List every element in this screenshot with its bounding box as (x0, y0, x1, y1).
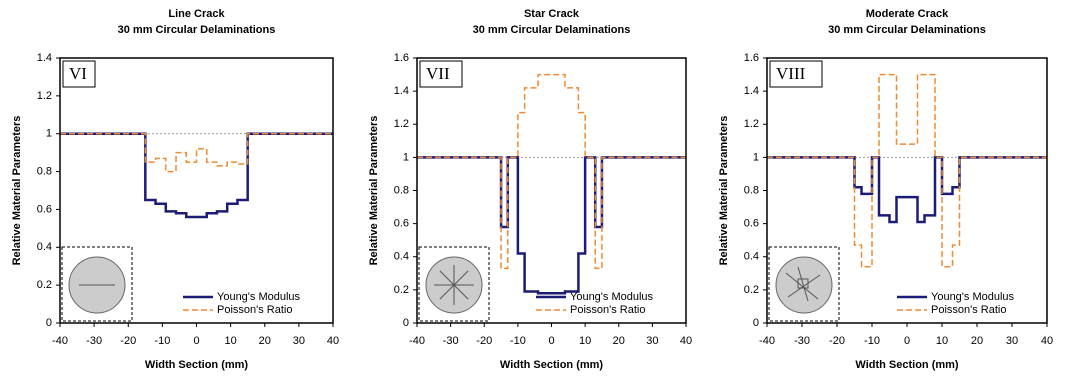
x-axis-label: Width Section (mm) (855, 359, 959, 371)
panel-annotation: VIII (776, 64, 806, 83)
x-tick-label: 20 (971, 335, 983, 347)
inset-crack (785, 272, 819, 300)
x-tick-label: -30 (443, 335, 459, 347)
y-axis-label: Relative Material Parameters (368, 116, 380, 266)
panel-annotation: VI (69, 64, 87, 83)
x-tick-label: -20 (120, 335, 136, 347)
x-tick-label: 10 (936, 335, 948, 347)
inset-crack (797, 278, 809, 289)
x-axis-label: Width Section (mm) (500, 359, 604, 371)
x-tick-label: 0 (193, 335, 199, 347)
y-tick-label: 0.4 (394, 251, 409, 263)
chart-subtitle: 30 mm Circular Delaminations (473, 24, 631, 36)
series-line (767, 73, 1047, 268)
legend-label: Young's Modulus (217, 291, 301, 303)
y-tick-label: 1.4 (37, 52, 52, 64)
series-line (60, 132, 333, 173)
x-tick-label: 30 (1006, 335, 1018, 347)
y-tick-label: 1 (403, 151, 409, 163)
y-tick-label: 0.6 (37, 203, 52, 215)
x-tick-label: 0 (904, 335, 910, 347)
x-tick-label: 10 (225, 335, 237, 347)
chart-panel: Moderate Crack 30 mm Circular Delaminatio… (718, 8, 1053, 371)
y-axis-label: Relative Material Parameters (11, 116, 23, 266)
chart-title: Line Crack (168, 8, 225, 20)
y-tick-label: 1.2 (744, 118, 759, 130)
x-tick-label: 40 (1041, 335, 1053, 347)
x-tick-label: 40 (680, 335, 692, 347)
x-tick-label: 20 (259, 335, 271, 347)
x-tick-label: 10 (579, 335, 591, 347)
y-tick-label: 1.4 (744, 85, 759, 97)
y-tick-label: 0.8 (394, 184, 409, 196)
inset-disc (775, 256, 833, 314)
y-tick-label: 0.8 (744, 184, 759, 196)
y-tick-label: 0.6 (744, 218, 759, 230)
y-tick-label: 0.2 (394, 284, 409, 296)
y-tick-label: 0 (753, 317, 759, 329)
plot-frame (766, 57, 1048, 324)
legend-label: Poisson's Ratio (931, 304, 1006, 316)
y-tick-label: 0 (46, 317, 52, 329)
y-tick-label: 1.2 (394, 118, 409, 130)
x-tick-label: -10 (154, 335, 170, 347)
x-axis-label: Width Section (mm) (145, 359, 249, 371)
annotation-box (62, 60, 96, 88)
x-tick-label: 30 (646, 335, 658, 347)
series-line (60, 132, 333, 219)
chart-panel: Star Crack 30 mm Circular Delaminations Wi… (368, 8, 692, 371)
chart-panel: Line Crack 30 mm Circular Delaminations Wi… (11, 8, 339, 371)
inset-crack (439, 270, 469, 300)
x-tick-label: 30 (293, 335, 305, 347)
x-tick-label: -20 (476, 335, 492, 347)
x-tick-label: -40 (409, 335, 425, 347)
x-tick-label: 0 (548, 335, 554, 347)
x-tick-label: -10 (510, 335, 526, 347)
series-line (417, 73, 686, 270)
legend-label: Poisson's Ratio (570, 304, 645, 316)
panel-annotation: VII (426, 64, 450, 83)
y-tick-label: 0.4 (744, 251, 759, 263)
plot-frame (59, 57, 334, 324)
chart-subtitle: 30 mm Circular Delaminations (828, 24, 986, 36)
x-tick-label: 40 (327, 335, 339, 347)
y-tick-label: 1.6 (744, 52, 759, 64)
y-tick-label: 1.6 (394, 52, 409, 64)
legend-label: Poisson's Ratio (217, 304, 292, 316)
x-tick-label: 20 (613, 335, 625, 347)
inset-crack (797, 266, 809, 302)
series-line (767, 156, 1047, 224)
x-tick-label: -40 (759, 335, 775, 347)
y-tick-label: 0.8 (37, 165, 52, 177)
y-tick-label: 0.2 (37, 279, 52, 291)
y-tick-label: 1.2 (37, 90, 52, 102)
y-tick-label: 0.4 (37, 241, 52, 253)
annotation-box (419, 60, 463, 88)
plot-frame (416, 57, 687, 324)
x-tick-label: -40 (52, 335, 68, 347)
y-axis-label: Relative Material Parameters (718, 116, 730, 266)
x-tick-label: -30 (86, 335, 102, 347)
x-tick-label: -30 (794, 335, 810, 347)
y-tick-label: 1 (753, 151, 759, 163)
legend-label: Young's Modulus (570, 291, 654, 303)
x-tick-label: -10 (864, 335, 880, 347)
y-tick-label: 1.4 (394, 85, 409, 97)
y-tick-label: 0 (403, 317, 409, 329)
y-tick-label: 0.2 (744, 284, 759, 296)
chart-title: Star Crack (524, 8, 580, 20)
x-tick-label: -20 (829, 335, 845, 347)
annotation-box (769, 60, 823, 88)
y-tick-label: 0.6 (394, 218, 409, 230)
legend-label: Young's Modulus (931, 291, 1015, 303)
chart-subtitle: 30 mm Circular Delaminations (118, 24, 276, 36)
y-tick-label: 1 (46, 128, 52, 140)
series-line (417, 156, 686, 295)
chart-title: Moderate Crack (866, 8, 949, 20)
